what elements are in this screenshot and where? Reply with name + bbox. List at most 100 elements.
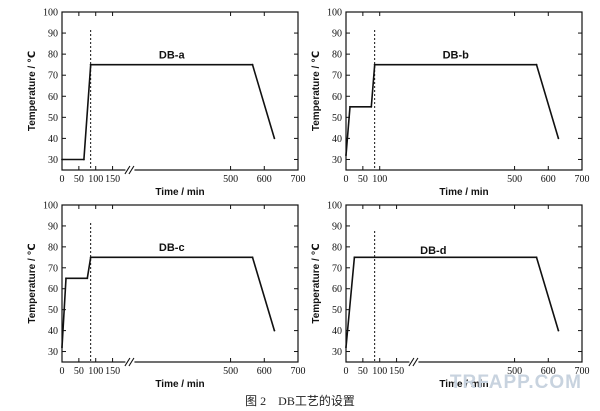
y-tick-label: 30 [48,155,58,166]
axis-break-gap [125,358,135,366]
y-tick-label: 50 [332,113,342,124]
y-tick-label: 100 [327,8,342,19]
y-tick-label: 100 [43,8,58,19]
data-point [89,256,92,259]
x-tick-label: 0 [60,366,65,377]
figure-caption: 图 2 DB工艺的设置 [245,394,355,408]
axis-break-gap [125,166,135,174]
panel-label: DB-d [420,245,446,257]
axis-break-mark [408,357,415,367]
data-point [345,346,347,349]
x-tick-label: 150 [389,366,404,377]
x-tick-label: 700 [575,366,590,377]
y-tick-label: 30 [48,347,58,358]
data-point [65,277,67,280]
y-tick-label: 40 [48,326,58,337]
y-tick-label: 30 [332,155,342,166]
y-axis-label: Temperature / ℃ [27,243,38,323]
y-tick-label: 60 [48,284,58,295]
y-tick-label: 70 [332,263,342,274]
data-point [535,256,538,259]
data-point [251,63,254,66]
x-tick-label: 150 [105,366,120,377]
chart-panel-db-b: 30 40 50 60 70 80 90 100 0 50 100 500 600 700 Time / m… [311,8,590,199]
y-tick-label: 50 [48,305,58,316]
y-axis-label: Temperature / ℃ [27,51,38,131]
x-tick-label: 50 [358,174,368,185]
x-tick-label: 500 [507,366,522,377]
x-tick-label: 700 [575,174,590,185]
y-tick-label: 70 [48,263,58,274]
x-axis-label: Time / min [155,187,204,198]
data-point [349,105,351,108]
x-tick-label: 600 [541,366,556,377]
data-point [273,137,276,140]
y-tick-label: 80 [48,242,58,253]
y-tick-label: 50 [48,113,58,124]
y-tick-label: 70 [332,71,342,82]
y-tick-label: 50 [332,305,342,316]
axis-break-mark [412,357,419,367]
panel-label: DB-b [443,49,470,61]
y-tick-label: 90 [48,221,58,232]
data-point [251,256,254,259]
panel-label: DB-a [159,49,186,61]
x-tick-label: 600 [541,174,556,185]
axis-break-mark [124,165,131,175]
data-point [61,346,63,349]
x-tick-label: 500 [223,366,238,377]
data-point [61,158,63,161]
y-tick-label: 90 [48,29,58,40]
data-point [353,256,356,259]
x-tick-label: 0 [60,174,65,185]
data-point [373,63,376,66]
plot-frame [345,11,583,171]
y-tick-label: 30 [332,347,342,358]
y-tick-label: 40 [48,134,58,145]
x-tick-label: 700 [291,174,306,185]
data-point [86,277,89,280]
data-point [535,63,538,66]
axis-break-mark [128,357,135,367]
temperature-profile-line [345,256,560,348]
temperature-profile-line [345,63,560,156]
x-tick-label: 100 [88,366,103,377]
data-point [557,329,560,332]
x-tick-label: 50 [358,366,368,377]
y-tick-label: 40 [332,134,342,145]
plot-frame [345,204,583,363]
x-tick-label: 500 [223,174,238,185]
y-axis-label: Temperature / ℃ [311,51,322,131]
y-tick-label: 90 [332,29,342,40]
temperature-profile-line [62,63,276,161]
x-tick-label: 0 [344,174,349,185]
x-tick-label: 700 [291,366,306,377]
y-tick-label: 40 [332,326,342,337]
y-tick-label: 100 [327,201,342,212]
axis-break-mark [128,165,135,175]
x-tick-label: 0 [344,366,349,377]
x-tick-label: 150 [105,174,120,185]
data-point [557,137,560,140]
y-axis-label: Temperature / ℃ [311,243,322,323]
plot-frame [61,204,299,363]
temperature-profile-line [61,256,276,348]
axis-break-gap [409,358,419,366]
x-tick-label: 500 [507,174,522,185]
data-point [370,105,373,108]
x-tick-label: 50 [74,174,84,185]
y-tick-label: 60 [48,92,58,103]
y-tick-label: 90 [332,221,342,232]
plot-frame [61,11,299,171]
y-tick-label: 60 [332,92,342,103]
x-tick-label: 600 [257,366,272,377]
x-axis-label: Time / min [439,187,488,198]
x-axis-label: Time / min [155,379,204,390]
axis-break-mark [124,357,131,367]
y-tick-label: 100 [43,201,58,212]
x-tick-label: 100 [88,174,103,185]
